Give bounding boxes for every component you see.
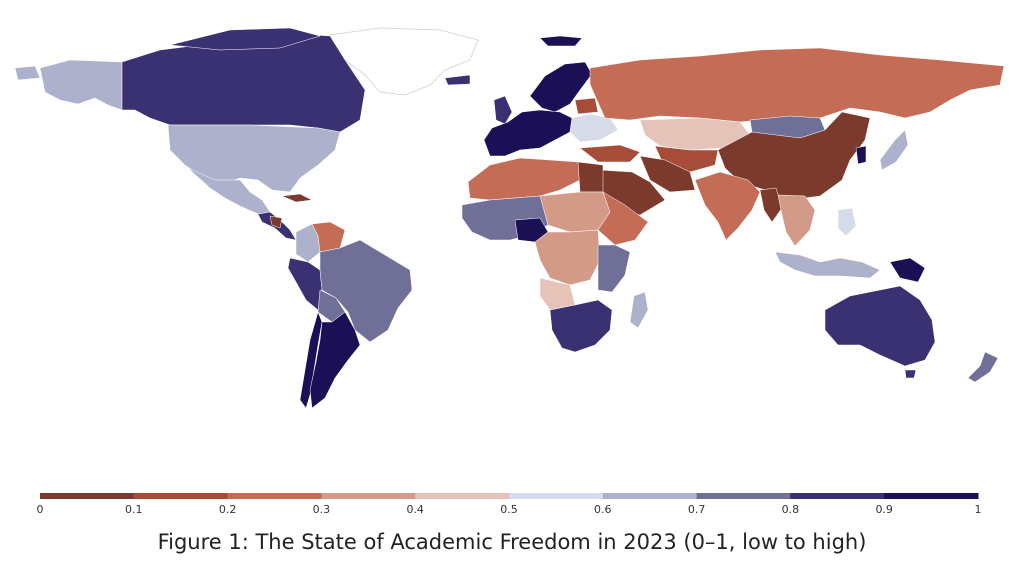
region-svalbard [539, 35, 583, 47]
region-turkey [579, 144, 641, 163]
region-central-africa [534, 229, 601, 286]
legend-tick-labels: 0 0.1 0.2 0.3 0.4 0.5 0.6 0.7 0.8 0.9 1 [37, 503, 982, 516]
region-peru-ecuador [287, 257, 323, 311]
region-madagascar [629, 291, 649, 329]
region-russia [589, 47, 1005, 123]
region-southern-africa [549, 299, 613, 353]
legend-swatch [133, 493, 229, 499]
region-alaska-tip [14, 65, 41, 81]
figure-caption: Figure 1: The State of Academic Freedom … [157, 530, 867, 554]
region-brazil [319, 239, 413, 343]
region-new-zealand [967, 351, 999, 383]
legend-tick-label: 0.2 [219, 503, 237, 516]
region-scandinavia [529, 61, 593, 113]
legend-tick-label: 0.6 [594, 503, 612, 516]
region-philippines [837, 207, 857, 237]
region-east-africa [597, 191, 649, 246]
legend-tick-label: 0.1 [125, 503, 143, 516]
region-chile [299, 311, 323, 409]
region-alaska [39, 59, 123, 111]
region-north-africa [467, 157, 581, 201]
region-iceland [444, 74, 471, 86]
legend-tick-label: 0.9 [875, 503, 893, 516]
legend-swatch [321, 493, 416, 499]
legend-swatch [509, 493, 604, 499]
legend-swatch [790, 493, 885, 499]
legend-swatch [602, 493, 698, 499]
region-kenya-tanzania [597, 244, 631, 293]
region-egypt [577, 161, 604, 193]
legend-swatch [884, 493, 979, 499]
region-indonesia [774, 251, 881, 279]
region-nicaragua [269, 215, 283, 229]
legend-swatch [696, 493, 791, 499]
region-sudan-chad [539, 191, 611, 233]
region-iran [639, 155, 696, 193]
legend-tick-label: 0.8 [782, 503, 800, 516]
legend-tick-label: 0.5 [500, 503, 518, 516]
region-india [694, 171, 761, 241]
region-papua-new-guinea [889, 257, 926, 283]
region-southeast-asia [777, 194, 816, 247]
region-cuba [281, 193, 313, 203]
region-eastern-europe [569, 113, 619, 143]
legend-swatches [40, 493, 979, 499]
legend-swatch [415, 493, 510, 499]
region-japan [879, 129, 909, 171]
legend-tick-label: 0 [37, 503, 44, 516]
legend-tick-label: 0.4 [406, 503, 424, 516]
region-korea [855, 145, 867, 165]
region-argentina [309, 311, 361, 409]
legend-tick-label: 1 [975, 503, 982, 516]
region-united-states [167, 124, 341, 193]
legend-tick-label: 0.3 [313, 503, 331, 516]
legend-swatch [40, 493, 135, 499]
region-canada-arctic [169, 27, 321, 51]
color-scale-legend: 0 0.1 0.2 0.3 0.4 0.5 0.6 0.7 0.8 0.9 1 [37, 493, 982, 516]
region-uk [493, 95, 513, 125]
legend-tick-label: 0.7 [688, 503, 706, 516]
world-choropleth-map [14, 27, 1005, 409]
region-australia [824, 285, 936, 367]
region-myanmar [759, 187, 783, 223]
legend-swatch [227, 493, 322, 499]
region-tasmania [904, 369, 917, 379]
region-belarus [574, 97, 599, 115]
